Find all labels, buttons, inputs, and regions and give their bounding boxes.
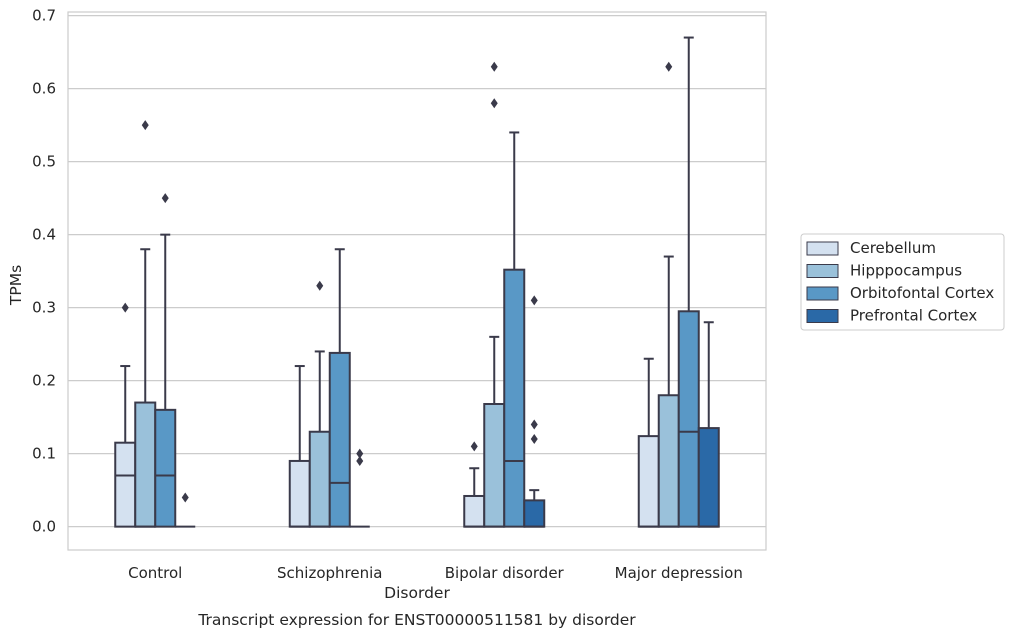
y-tick-label: 0.6 bbox=[32, 80, 56, 98]
outlier-point bbox=[316, 280, 324, 291]
outlier-point bbox=[141, 120, 149, 131]
y-tick-label: 0.3 bbox=[32, 299, 56, 317]
box bbox=[114, 441, 137, 528]
box bbox=[657, 394, 680, 528]
y-tick-label: 0.7 bbox=[32, 7, 56, 25]
outlier-point bbox=[530, 434, 538, 445]
legend-swatch bbox=[806, 264, 839, 278]
outlier-point bbox=[121, 302, 129, 313]
legend-label: Cerebellum bbox=[850, 239, 936, 257]
y-tick-label: 0.5 bbox=[32, 153, 56, 171]
outlier-point bbox=[161, 193, 169, 204]
box bbox=[308, 430, 331, 528]
legend-swatch bbox=[806, 241, 839, 256]
box bbox=[463, 494, 486, 528]
x-axis-title: Disorder bbox=[384, 584, 450, 602]
y-tick-label: 0.0 bbox=[32, 518, 56, 536]
x-tick-label: Schizophrenia bbox=[277, 564, 382, 582]
outlier-point bbox=[490, 98, 498, 109]
outlier-point bbox=[356, 455, 364, 466]
box bbox=[328, 351, 351, 528]
legend-frame bbox=[800, 233, 1005, 331]
outlier-point bbox=[490, 61, 498, 72]
category-group bbox=[463, 61, 546, 528]
legend-swatch bbox=[806, 309, 839, 323]
category-group bbox=[114, 120, 196, 528]
legend-label: Orbitofontal Cortex bbox=[850, 284, 994, 302]
box-groups bbox=[114, 36, 720, 528]
x-axis-ticks: Control Schizophrenia Bipolar disorder Majo… bbox=[128, 564, 743, 582]
box bbox=[154, 408, 177, 528]
y-axis-ticks: 0.0 0.1 0.2 0.3 0.4 0.5 0.6 0.7 bbox=[32, 7, 56, 536]
outlier-point bbox=[470, 441, 478, 452]
chart-title: Transcript expression for ENST0000051158… bbox=[197, 611, 636, 629]
legend-swatch bbox=[806, 286, 839, 301]
y-axis-title: TPMs bbox=[7, 265, 25, 306]
box bbox=[677, 310, 700, 528]
box bbox=[523, 499, 546, 528]
outlier-point bbox=[356, 448, 364, 459]
outlier-point bbox=[665, 61, 673, 72]
outlier-point bbox=[530, 419, 538, 430]
box bbox=[288, 459, 311, 528]
box bbox=[483, 403, 506, 528]
box bbox=[697, 427, 720, 528]
outlier-point bbox=[530, 295, 538, 306]
category-group bbox=[637, 36, 720, 528]
y-tick-label: 0.1 bbox=[32, 445, 56, 463]
box bbox=[134, 401, 157, 528]
x-tick-label: Major depression bbox=[615, 564, 743, 582]
y-tick-label: 0.4 bbox=[32, 226, 56, 244]
box bbox=[637, 435, 660, 528]
legend-label: Hipppocampus bbox=[850, 262, 962, 280]
legend-label: Prefrontal Cortex bbox=[850, 307, 977, 325]
x-tick-label: Bipolar disorder bbox=[445, 564, 565, 582]
y-tick-label: 0.2 bbox=[32, 372, 56, 390]
category-group bbox=[288, 248, 370, 528]
x-tick-label: Control bbox=[128, 564, 182, 582]
box bbox=[503, 268, 526, 528]
legend: Cerebellum Hipppocampus Orbitofontal Corte… bbox=[800, 233, 1005, 331]
outlier-point bbox=[181, 492, 189, 503]
